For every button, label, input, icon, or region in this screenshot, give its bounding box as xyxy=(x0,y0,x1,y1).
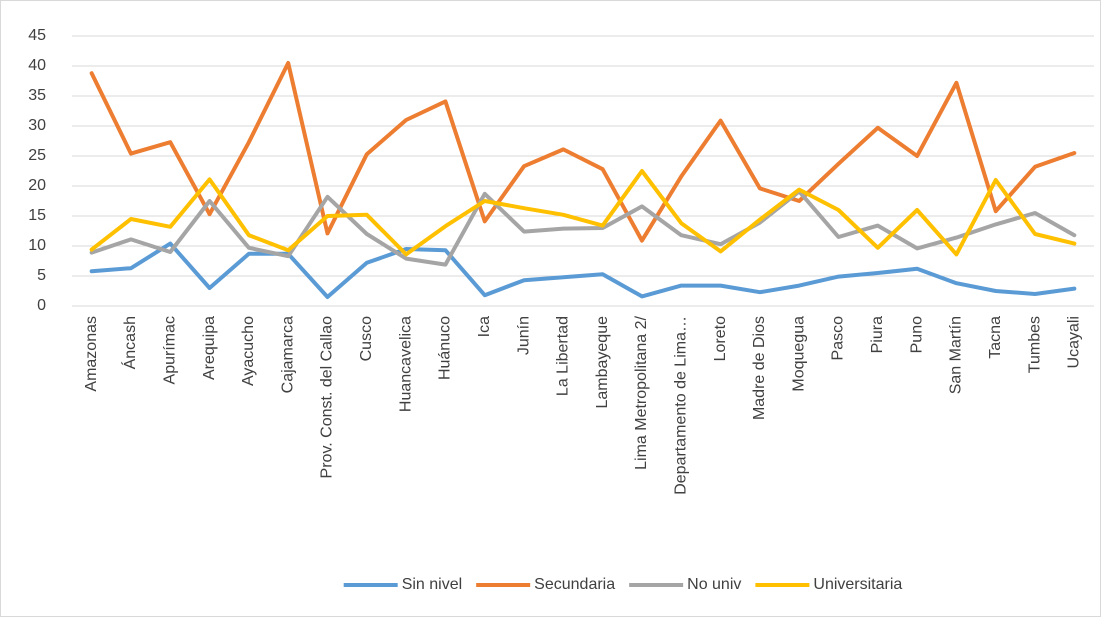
x-tick-label: Tumbes xyxy=(1026,316,1043,373)
y-tick-label: 15 xyxy=(28,207,46,224)
y-tick-label: 35 xyxy=(28,87,46,104)
x-tick-label: San Martín xyxy=(948,316,965,394)
y-tick-label: 20 xyxy=(28,177,46,194)
legend-label: No univ xyxy=(687,576,741,593)
y-tick-label: 40 xyxy=(28,57,46,74)
x-tick-label: Cusco xyxy=(358,316,375,361)
x-tick-label: Piura xyxy=(869,316,886,353)
x-tick-label: Madre de Dios xyxy=(751,316,768,420)
y-tick-label: 0 xyxy=(37,297,46,314)
x-tick-label: Lambayeque xyxy=(594,316,611,409)
x-tick-label: Pasco xyxy=(830,316,847,361)
y-tick-label: 10 xyxy=(28,237,46,254)
x-tick-label: Puno xyxy=(908,316,925,353)
series-line xyxy=(89,189,1077,267)
legend: Sin nivel Secundaria No univ Universitaria xyxy=(343,576,902,593)
x-tick-label: Loreto xyxy=(712,316,729,361)
y-tick-label: 30 xyxy=(28,117,46,134)
x-tick-label: Áncash xyxy=(120,316,139,369)
x-tick-label: Huánuco xyxy=(437,316,454,380)
x-tick-label: Lima Metropolitana 2/ xyxy=(633,315,650,469)
x-tick-label: Ayacucho xyxy=(240,316,257,386)
x-tick-label: Huancavelica xyxy=(397,316,414,412)
x-tick-label: Amazonas xyxy=(83,316,100,392)
legend-label: Universitaria xyxy=(813,576,902,593)
x-tick-label: Ica xyxy=(476,316,493,337)
x-tick-label: Moquegua xyxy=(790,316,807,392)
x-tick-label: Ucayali xyxy=(1066,316,1083,368)
x-tick-label: La Libertad xyxy=(555,316,572,396)
x-tick-label: Departamento de Lima… xyxy=(672,316,689,495)
x-tick-label: Junín xyxy=(515,316,532,355)
series-line xyxy=(89,241,1077,299)
y-tick-label: 25 xyxy=(28,147,46,164)
y-tick-label: 45 xyxy=(28,27,46,44)
legend-label: Secundaria xyxy=(534,576,615,593)
legend-label: Sin nivel xyxy=(402,576,462,593)
x-tick-label: Cajamarca xyxy=(279,316,296,393)
series-line xyxy=(89,169,1077,257)
y-tick-label: 5 xyxy=(37,267,46,284)
x-tick-label: Arequipa xyxy=(201,316,218,380)
x-tick-label: Apurímac xyxy=(161,316,178,384)
x-tick-label: Tacna xyxy=(987,316,1004,359)
series-line xyxy=(89,61,1077,243)
x-tick-label: Prov. Const. del Callao xyxy=(319,316,336,479)
